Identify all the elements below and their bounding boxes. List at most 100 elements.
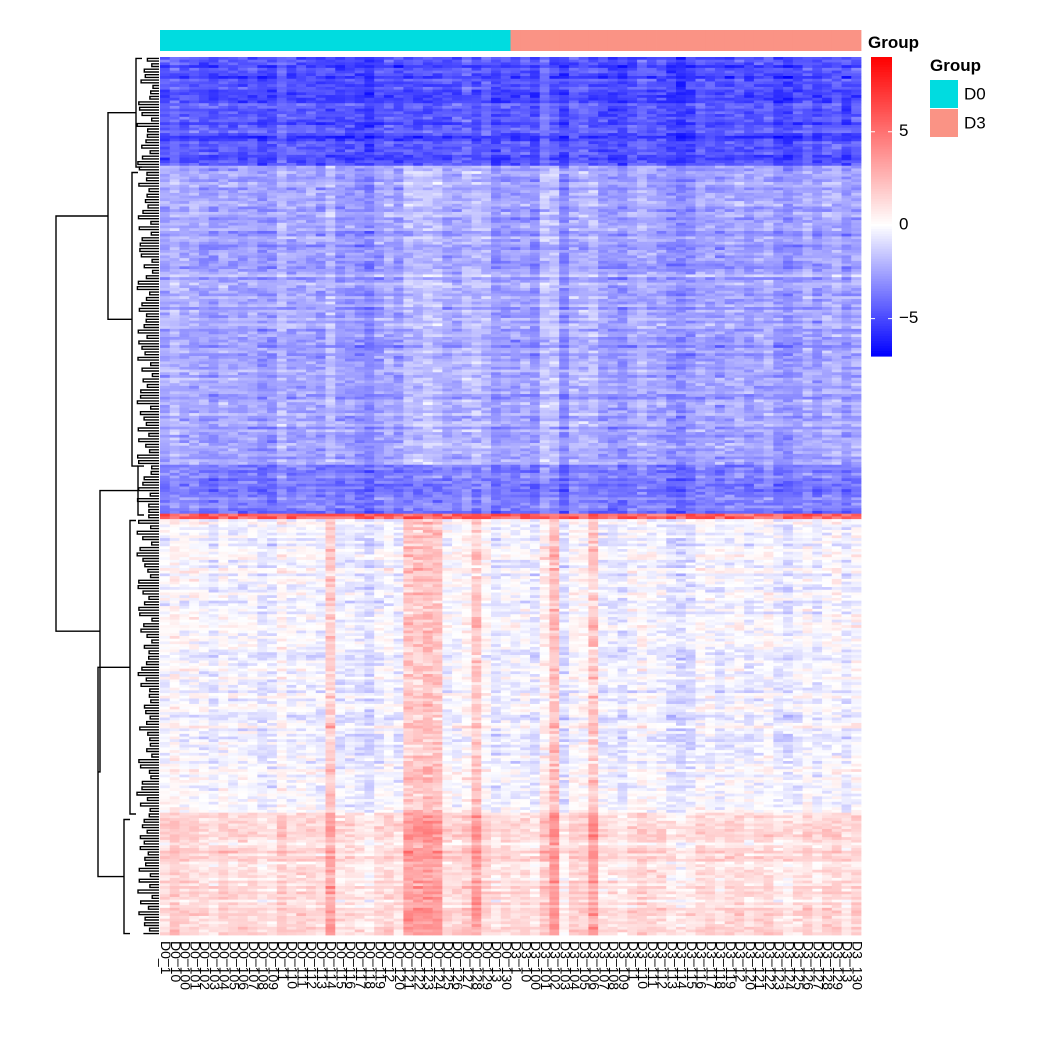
- heatmap-cell: [267, 130, 278, 134]
- heatmap-cell: [344, 138, 356, 142]
- heatmap-cell: [461, 89, 472, 93]
- heatmap-cell: [481, 190, 492, 194]
- heatmap-cell: [296, 230, 307, 235]
- heatmap-cell: [267, 209, 278, 213]
- heatmap-cell: [442, 146, 453, 150]
- heatmap-cell: [432, 184, 443, 188]
- heatmap-cell: [218, 173, 229, 178]
- heatmap-cell: [422, 233, 434, 237]
- heatmap-cell: [666, 89, 677, 93]
- heatmap-cell: [228, 59, 239, 63]
- heatmap-cell: [306, 138, 317, 142]
- heatmap-cell: [500, 70, 511, 74]
- heatmap-cell: [539, 168, 550, 172]
- heatmap-cell: [228, 111, 239, 115]
- heatmap-cell: [783, 141, 794, 145]
- heatmap-cell: [267, 84, 278, 88]
- heatmap-cell: [257, 176, 268, 180]
- heatmap-cell: [422, 78, 434, 82]
- heatmap-cell: [481, 124, 492, 129]
- heatmap-cell: [344, 86, 356, 91]
- heatmap-cell: [413, 119, 424, 123]
- heatmap-cell: [695, 152, 706, 156]
- heatmap-cell: [344, 233, 356, 237]
- heatmap-cell: [461, 141, 472, 145]
- heatmap-cell: [802, 108, 813, 112]
- heatmap-cell: [374, 57, 385, 61]
- heatmap-cell: [559, 163, 570, 167]
- heatmap-cell: [802, 73, 813, 77]
- heatmap-cell: [335, 135, 346, 139]
- heatmap-cell: [627, 230, 638, 235]
- heatmap-cell: [179, 198, 190, 202]
- heatmap-cell: [744, 233, 755, 237]
- heatmap-cell: [306, 119, 317, 123]
- heatmap-cell: [179, 73, 190, 77]
- heatmap-cell: [198, 119, 210, 123]
- heatmap-cell: [189, 176, 200, 180]
- heatmap-cell: [588, 233, 599, 237]
- heatmap-cell: [276, 73, 287, 77]
- heatmap-cell: [773, 141, 784, 145]
- heatmap-cell: [598, 225, 609, 229]
- heatmap-cell: [822, 179, 833, 183]
- heatmap-cell: [286, 124, 297, 129]
- heatmap-cell: [695, 211, 706, 216]
- heatmap-cell: [335, 184, 346, 188]
- heatmap-cell: [403, 105, 414, 110]
- heatmap-cell: [393, 116, 404, 120]
- heatmap-cell: [646, 192, 657, 197]
- heatmap-cell: [461, 228, 472, 232]
- heatmap-cell: [218, 57, 229, 61]
- heatmap-cell: [267, 62, 278, 66]
- heatmap-cell: [685, 182, 696, 186]
- heatmap-cell: [656, 222, 667, 226]
- heatmap-cell: [607, 122, 618, 126]
- heatmap-cell: [520, 195, 531, 199]
- heatmap-cell: [491, 76, 502, 80]
- heatmap-cell: [578, 217, 589, 221]
- heatmap-cell: [734, 152, 745, 156]
- heatmap-cell: [218, 157, 229, 161]
- heatmap-cell: [481, 211, 492, 216]
- heatmap-cell: [607, 57, 618, 61]
- heatmap-cell: [179, 146, 190, 150]
- heatmap-cell: [783, 168, 794, 172]
- heatmap-cell: [413, 182, 424, 186]
- heatmap-cell: [637, 198, 648, 202]
- heatmap-cell: [296, 171, 307, 175]
- heatmap-cell: [529, 146, 541, 150]
- heatmap-cell: [237, 73, 249, 77]
- heatmap-cell: [500, 130, 511, 134]
- heatmap-cell: [714, 225, 726, 229]
- heatmap-cell: [841, 116, 852, 120]
- heatmap-cell: [637, 84, 648, 88]
- heatmap-cell: [257, 211, 268, 216]
- heatmap-cell: [792, 182, 803, 186]
- heatmap-cell: [403, 67, 414, 71]
- heatmap-cell: [500, 233, 511, 237]
- heatmap-cell: [637, 225, 648, 229]
- heatmap-cell: [160, 182, 171, 186]
- heatmap-cell: [189, 122, 200, 126]
- heatmap-cell: [578, 135, 589, 139]
- heatmap-cell: [354, 201, 365, 205]
- heatmap-cell: [286, 214, 297, 218]
- heatmap-cell: [617, 100, 628, 104]
- heatmap-cell: [646, 62, 657, 66]
- heatmap-cell: [598, 206, 609, 210]
- heatmap-cell: [753, 124, 765, 129]
- heatmap-cell: [617, 149, 628, 153]
- heatmap-cell: [637, 214, 648, 218]
- heatmap-cell: [500, 165, 511, 169]
- heatmap-cell: [189, 73, 200, 77]
- heatmap-cell: [646, 119, 657, 123]
- heatmap-cell: [646, 176, 657, 180]
- heatmap-cell: [831, 92, 842, 96]
- heatmap-cell: [189, 149, 200, 153]
- heatmap-cell: [763, 84, 774, 88]
- heatmap-cell: [344, 116, 356, 120]
- heatmap-cell: [763, 65, 774, 69]
- heatmap-cell: [559, 192, 570, 197]
- heatmap-cell: [315, 225, 326, 229]
